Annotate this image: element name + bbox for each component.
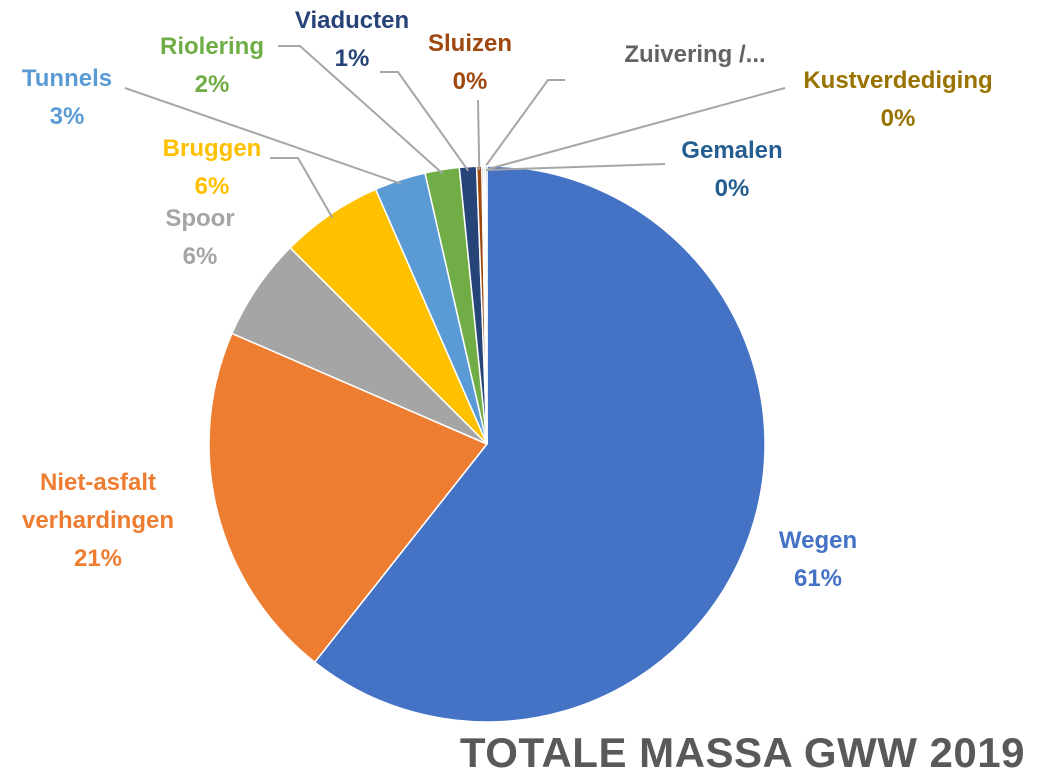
leader-line [124,87,402,185]
category-label: Sluizen [427,30,513,57]
value-label: 6% [194,173,230,200]
data-label: Riolering 2% [160,28,264,104]
category-label: Bruggen [162,135,262,162]
category-label: Niet-asfalt verhardingen [21,469,175,534]
value-label: 0% [714,175,750,202]
data-label: Viaducten 1% [295,2,409,78]
value-label: 1% [334,45,370,72]
pie-slice [313,165,766,723]
category-label: Viaducten [294,7,410,34]
value-label: 0% [452,68,488,95]
data-label: Spoor 6% [165,200,234,276]
category-label: Riolering [159,33,265,60]
data-label: Zuivering /... [624,36,765,74]
leader-line [481,79,565,171]
category-label: Spoor [165,205,235,232]
value-label: 61% [793,565,843,592]
category-label: Tunnels [21,65,113,92]
category-label: Gemalen [681,137,783,164]
value-label: 6% [182,243,218,270]
data-label: Kustverdediging 0% [803,62,992,138]
category-label: Kustverdediging [803,67,993,94]
value-label: 3% [49,103,85,130]
data-label: Wegen 61% [779,522,857,598]
data-label: Niet-asfalt verhardingen 21% [18,464,178,578]
data-label: Bruggen 6% [163,130,262,206]
pie-slice [484,165,488,445]
data-label: Gemalen 0% [681,132,782,208]
chart-title: TOTALE MASSA GWW 2019 [459,729,1025,776]
value-label: 21% [73,545,123,572]
leader-line [270,157,334,219]
leader-line [477,99,481,171]
category-label: Zuivering /... [624,41,766,68]
leader-line [484,87,786,171]
category-label: Wegen [778,527,858,554]
data-label: Sluizen 0% [428,25,512,101]
pie-slice [208,332,489,664]
value-label: 0% [880,105,916,132]
value-label: 2% [194,71,230,98]
leader-line [486,163,666,172]
leader-line [278,45,444,175]
leader-line [380,71,470,172]
data-label: Tunnels 3% [22,60,112,136]
